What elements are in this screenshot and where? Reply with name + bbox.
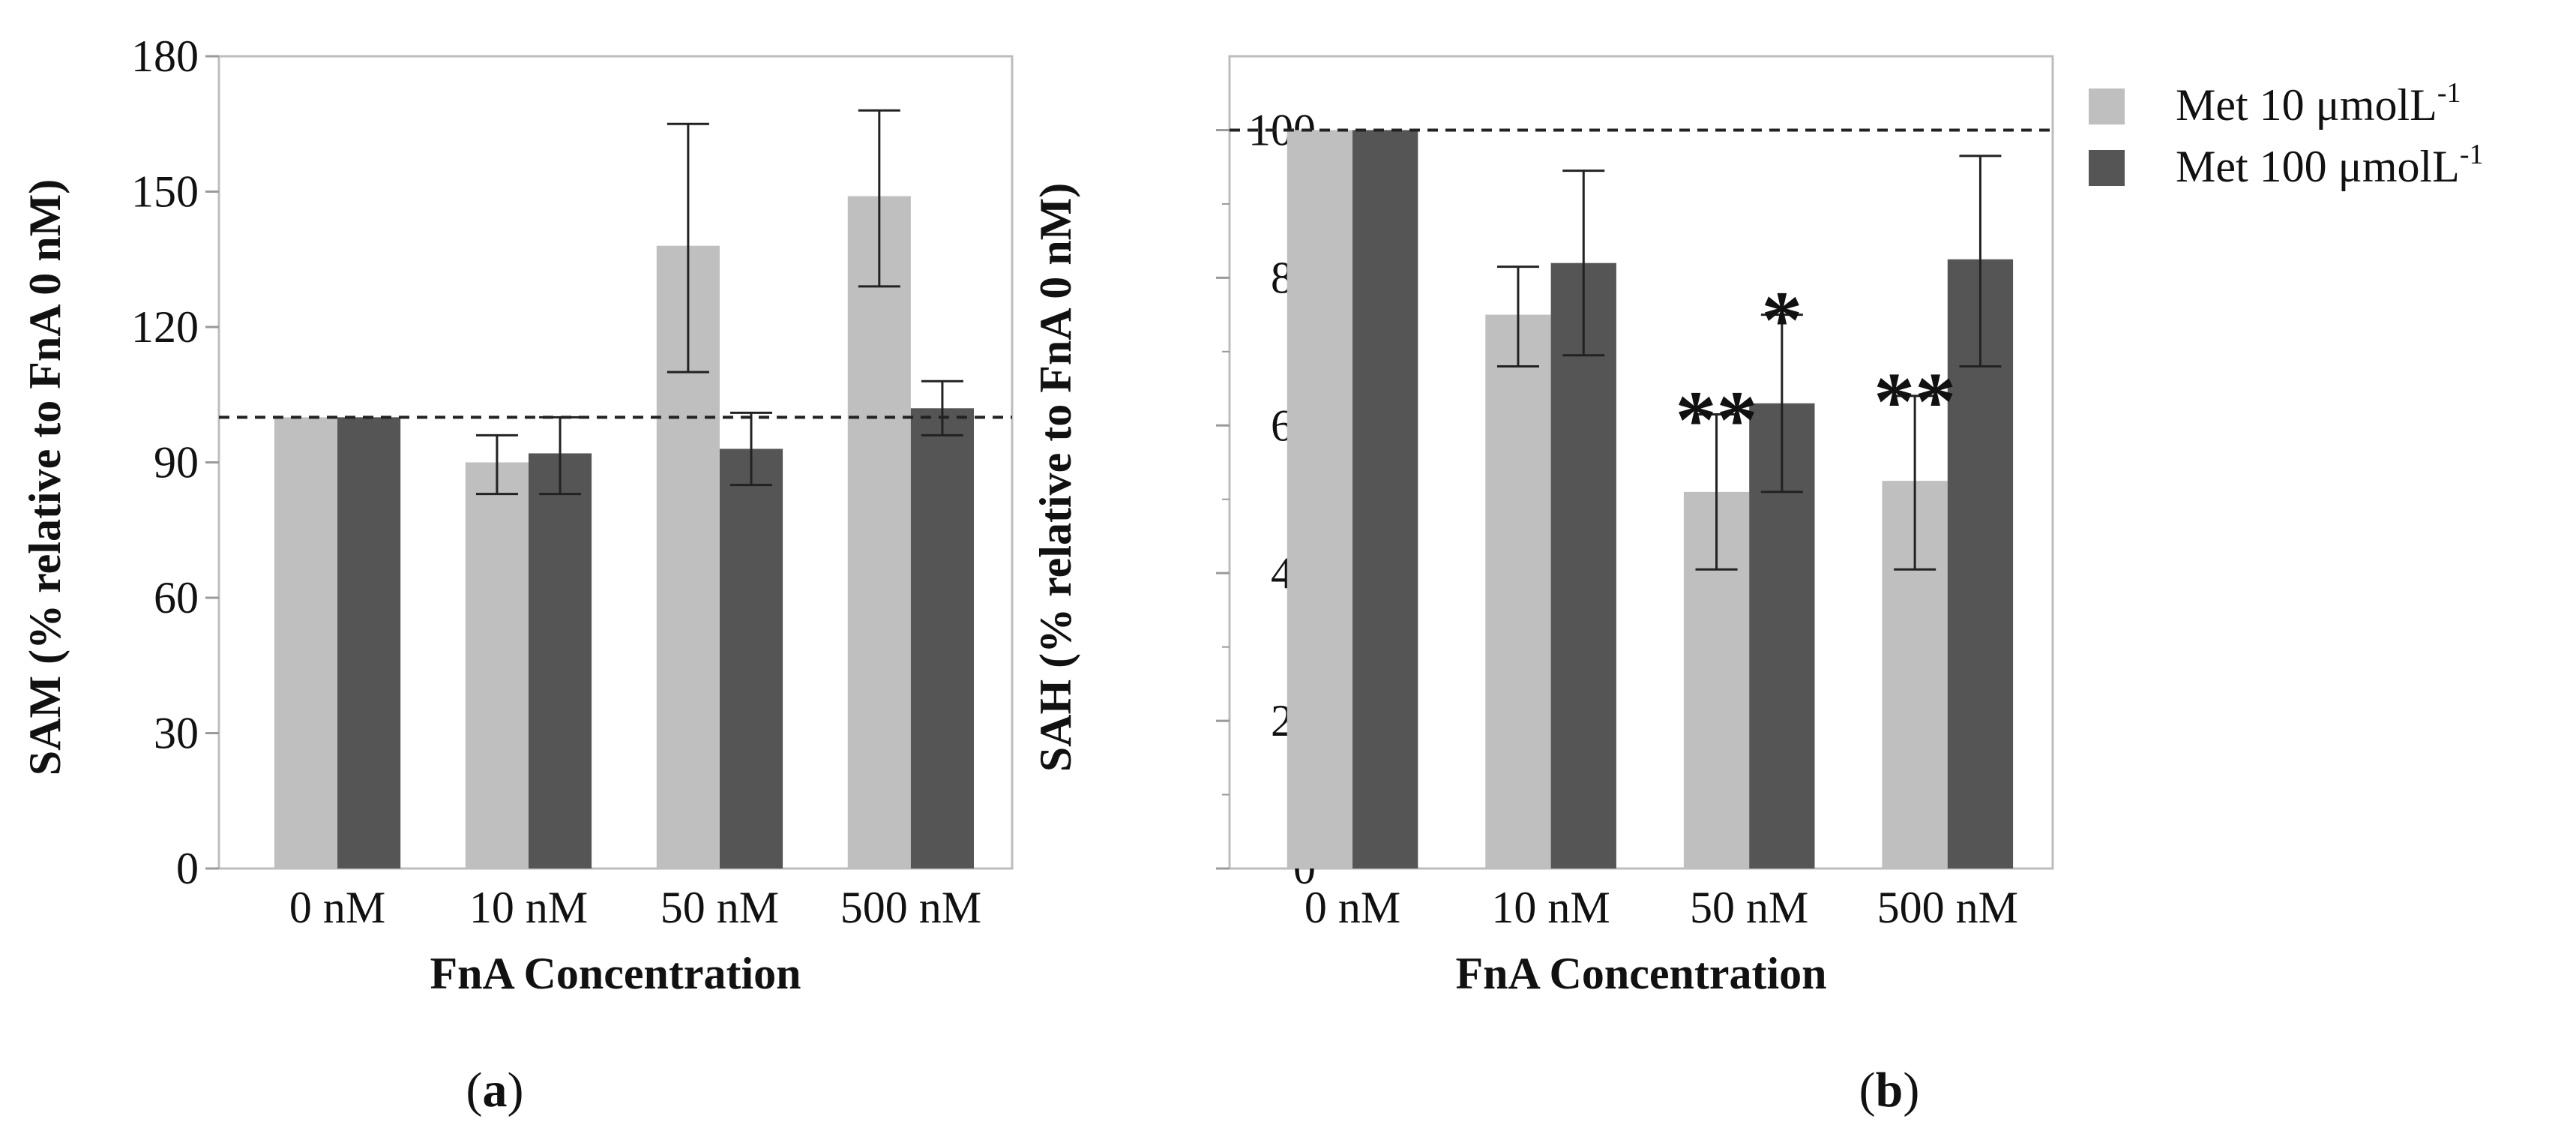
- panel-label-open: (: [466, 1063, 483, 1118]
- category-label: 10 nM: [1491, 883, 1610, 932]
- category-label: 500 nM: [840, 883, 981, 932]
- bar: [910, 408, 975, 868]
- legend-label-met-10: Met 10 μmolL-1: [2176, 77, 2461, 130]
- x-axis-title: FnA Concentration: [1456, 949, 1827, 998]
- category-label: 500 nM: [1877, 883, 2018, 932]
- bar: [337, 417, 401, 868]
- y-axis-title: SAM (% relative to FnA 0 nM): [20, 179, 70, 776]
- y-tick-label: 90: [154, 438, 199, 488]
- y-tick-label: 120: [131, 302, 199, 352]
- legend-swatch-met-100: [2089, 150, 2125, 186]
- bar: [1550, 262, 1616, 868]
- category-label: 10 nM: [469, 883, 588, 932]
- chart-panel-a: 0 30 60 90 120 150 180 0 nM 10 nM 50 nM 500 nM FnA …: [20, 32, 1014, 1118]
- panel-label-close: ): [508, 1063, 524, 1118]
- bar: [274, 417, 338, 868]
- category-label: 0 nM: [1304, 883, 1400, 932]
- legend-swatch-met-10: [2089, 88, 2125, 124]
- panel-label-letter: a: [483, 1063, 508, 1118]
- bar: [847, 196, 911, 868]
- bar: [1485, 314, 1551, 868]
- y-axis-title: SAH (% relative to FnA 0 nM): [1031, 183, 1080, 772]
- x-axis-title: FnA Concentration: [430, 949, 801, 998]
- y-tick-label: 30: [154, 709, 199, 758]
- significance-star: *: [1761, 274, 1802, 366]
- y-tick-label: 150: [131, 167, 199, 217]
- category-label: 50 nM: [1690, 883, 1808, 932]
- panel-label-close: ): [1903, 1063, 1919, 1118]
- legend-label-met-100: Met 100 μmolL-1: [2176, 139, 2483, 191]
- y-tick-label: 0: [176, 844, 199, 893]
- panel-label: (a): [466, 1063, 524, 1118]
- panel-label-letter: b: [1876, 1063, 1904, 1118]
- significance-star: **: [1676, 374, 1758, 466]
- panel-label: (b): [1859, 1063, 1920, 1118]
- bar: [1352, 130, 1418, 869]
- significance-star: **: [1874, 356, 1956, 447]
- plot-frame: [1228, 55, 2054, 870]
- bar: [719, 448, 783, 868]
- bar: [529, 453, 592, 868]
- category-label: 0 nM: [289, 883, 385, 932]
- bar: [1287, 130, 1353, 869]
- y-tick-label: 180: [131, 32, 199, 81]
- y-tick-label: 60: [154, 573, 199, 622]
- category-label: 50 nM: [660, 883, 779, 932]
- panel-label-open: (: [1859, 1063, 1876, 1118]
- legend: Met 10 μmolL-1 Met 100 μmolL-1: [2089, 77, 2483, 191]
- bar: [465, 462, 529, 868]
